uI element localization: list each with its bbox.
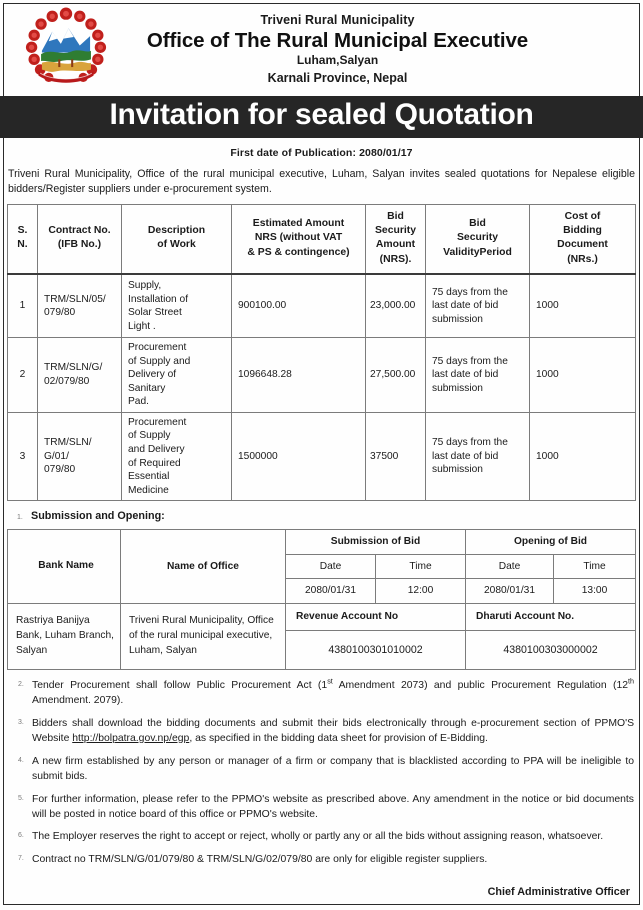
section-title: Submission and Opening: [31, 510, 165, 523]
cell-contract-no: TRM/SLN/05/079/80 [37, 273, 122, 339]
letterhead-text: Triveni Rural Municipality Office of The… [109, 13, 636, 84]
header-cost-of-bidding-document: Cost of Bidding Document (NRs.) [529, 203, 636, 276]
table-row: 1 TRM/SLN/05/079/80 Supply, Installation … [7, 273, 636, 339]
cell-submission-date: 2080/01/31 [285, 578, 376, 604]
cell-estimated-amount: 900100.00 [231, 273, 366, 339]
document-title-banner: Invitation for sealed Quotation [0, 96, 643, 138]
list-number: 1. [17, 514, 23, 522]
cell-estimated-amount: 1500000 [231, 411, 366, 502]
nepal-government-emblem-icon [23, 6, 109, 92]
header-opening-time: Time [553, 553, 636, 580]
submission-section-heading: 1. Submission and Opening: [7, 501, 636, 529]
office-title: Office of The Rural Municipal Executive [146, 29, 529, 53]
list-number: 3. [18, 718, 24, 726]
publication-date: First date of Publication: 2080/01/17 [230, 146, 413, 159]
cell-sn: 1 [7, 273, 38, 339]
cell-submission-time: 12:00 [375, 578, 466, 604]
note-text: A new firm established by any person or … [32, 755, 634, 782]
list-item: 7. Contract no TRM/SLN/G/01/079/80 & TRM… [9, 853, 634, 868]
header-bid-security-validity: Bid Security ValidityPeriod [425, 203, 530, 276]
note-text: Contract no TRM/SLN/G/01/079/80 & TRM/SL… [32, 854, 488, 866]
header-revenue-account-no: Revenue Account No [285, 602, 466, 631]
cell-description: Procurement of Supply and Delivery of Sanit… [121, 337, 232, 413]
cell-bid-security-amount: 23,000.00 [365, 273, 426, 339]
header-opening-of-bid: Opening of Bid [465, 529, 636, 555]
notes-list: 2. Tender Procurement shall follow Publi… [7, 670, 636, 869]
header-name-of-office: Name of Office [120, 529, 286, 604]
cell-bid-security-validity: 75 days from the last date of bid submissi… [425, 337, 530, 413]
list-item: 2. Tender Procurement shall follow Publi… [9, 676, 634, 709]
letterhead: Triveni Rural Municipality Office of The… [7, 0, 636, 96]
header-submission-date: Date [285, 553, 376, 580]
cell-opening-time: 13:00 [553, 578, 636, 604]
cell-sn: 2 [7, 337, 38, 413]
list-item: 5. For further information, please refer… [9, 793, 634, 823]
note-text: The Employer reserves the right to accep… [32, 831, 604, 843]
cell-cost-of-bidding-document: 1000 [529, 273, 636, 339]
header-dharuti-account-no: Dharuti Account No. [465, 602, 636, 631]
header-contract-no: Contract No. (IFB No.) [37, 203, 122, 276]
list-number: 4. [18, 756, 24, 764]
submission-opening-table: Bank Name Name of Office Submission of B… [7, 529, 636, 670]
header-submission-time: Time [375, 553, 466, 580]
list-item: 4. A new firm established by any person … [9, 755, 634, 785]
list-number: 5. [18, 794, 24, 802]
cell-description: Supply, Installation of Solar Street Light … [121, 273, 232, 339]
office-location: Luham,Salyan [296, 53, 379, 68]
header-submission-of-bid: Submission of Bid [285, 529, 466, 555]
header-bid-security-amount: Bid Security Amount (NRS). [365, 203, 426, 276]
list-item: 3. Bidders shall download the bidding do… [9, 717, 634, 747]
header-description: Description of Work [121, 203, 232, 276]
note-text: For further information, please refer to… [32, 793, 634, 820]
intro-paragraph: Triveni Rural Municipality, Office of th… [8, 167, 635, 195]
cell-sn: 3 [7, 411, 38, 502]
cell-cost-of-bidding-document: 1000 [529, 411, 636, 502]
header-opening-date: Date [465, 553, 554, 580]
cell-bank-name: Rastriya Banijya Bank, Luham Branch, Sal… [7, 602, 121, 670]
cell-bid-security-validity: 75 days from the last date of bid submissi… [425, 273, 530, 339]
table-row: Rastriya Banijya Bank, Luham Branch, Sal… [7, 602, 636, 670]
cell-revenue-account-no: 4380100301010002 [285, 629, 466, 670]
note-text: Bidders shall download the bidding docum… [32, 717, 634, 744]
cell-contract-no: TRM/SLN/G/02/079/80 [37, 337, 122, 413]
cell-contract-no: TRM/SLN/G/01/079/80 [37, 411, 122, 502]
table-row: 3 TRM/SLN/G/01/079/80 Procurement of Supp… [7, 411, 636, 502]
list-item: 6. The Employer reserves the right to ac… [9, 830, 634, 845]
cell-name-of-office: Triveni Rural Municipality, Office of th… [120, 602, 286, 670]
table-row: 4380100301010002 4380100303000002 [8, 629, 636, 670]
org-name: Triveni Rural Municipality [260, 13, 415, 28]
cell-opening-date: 2080/01/31 [465, 578, 554, 604]
note-text: Tender Procurement shall follow Public P… [32, 676, 634, 706]
header-sn: S. N. [7, 203, 38, 276]
office-province: Karnali Province, Nepal [267, 70, 408, 85]
table-row: 2080/01/31 12:00 2080/01/31 13:00 [8, 578, 636, 604]
cell-description: Procurement of Supply and Delivery of Requi… [121, 411, 232, 502]
quotation-table: S. N. Contract No. (IFB No.) Description of… [7, 203, 636, 502]
cell-estimated-amount: 1096648.28 [231, 337, 366, 413]
cell-dharuti-account-no: 4380100303000002 [465, 629, 636, 670]
quotation-table-header-row: S. N. Contract No. (IFB No.) Description of… [7, 203, 636, 276]
ordinal-suffix: th [628, 676, 634, 686]
list-number: 2. [18, 680, 24, 688]
cell-bid-security-amount: 27,500.00 [365, 337, 426, 413]
header-bank-name: Bank Name [7, 529, 121, 604]
table-row: Bank Name Name of Office Submission of B… [7, 529, 636, 604]
cell-bid-security-amount: 37500 [365, 411, 426, 502]
ordinal-suffix: st [327, 676, 333, 686]
list-number: 6. [18, 832, 24, 840]
cell-cost-of-bidding-document: 1000 [529, 337, 636, 413]
cell-bid-security-validity: 75 days from the last date of bid submissi… [425, 411, 530, 502]
header-estimated-amount: Estimated Amount NRS (without VAT & PS & c… [231, 203, 366, 276]
table-row: 2 TRM/SLN/G/02/079/80 Procurement of Supp… [7, 337, 636, 413]
signatory-title: Chief Administrative Officer [487, 886, 630, 899]
quotation-table-body: 1 TRM/SLN/05/079/80 Supply, Installation … [7, 273, 636, 502]
ppmo-website-link[interactable]: http://bolpatra.gov.np/egp [72, 732, 190, 744]
list-number: 7. [18, 855, 24, 863]
